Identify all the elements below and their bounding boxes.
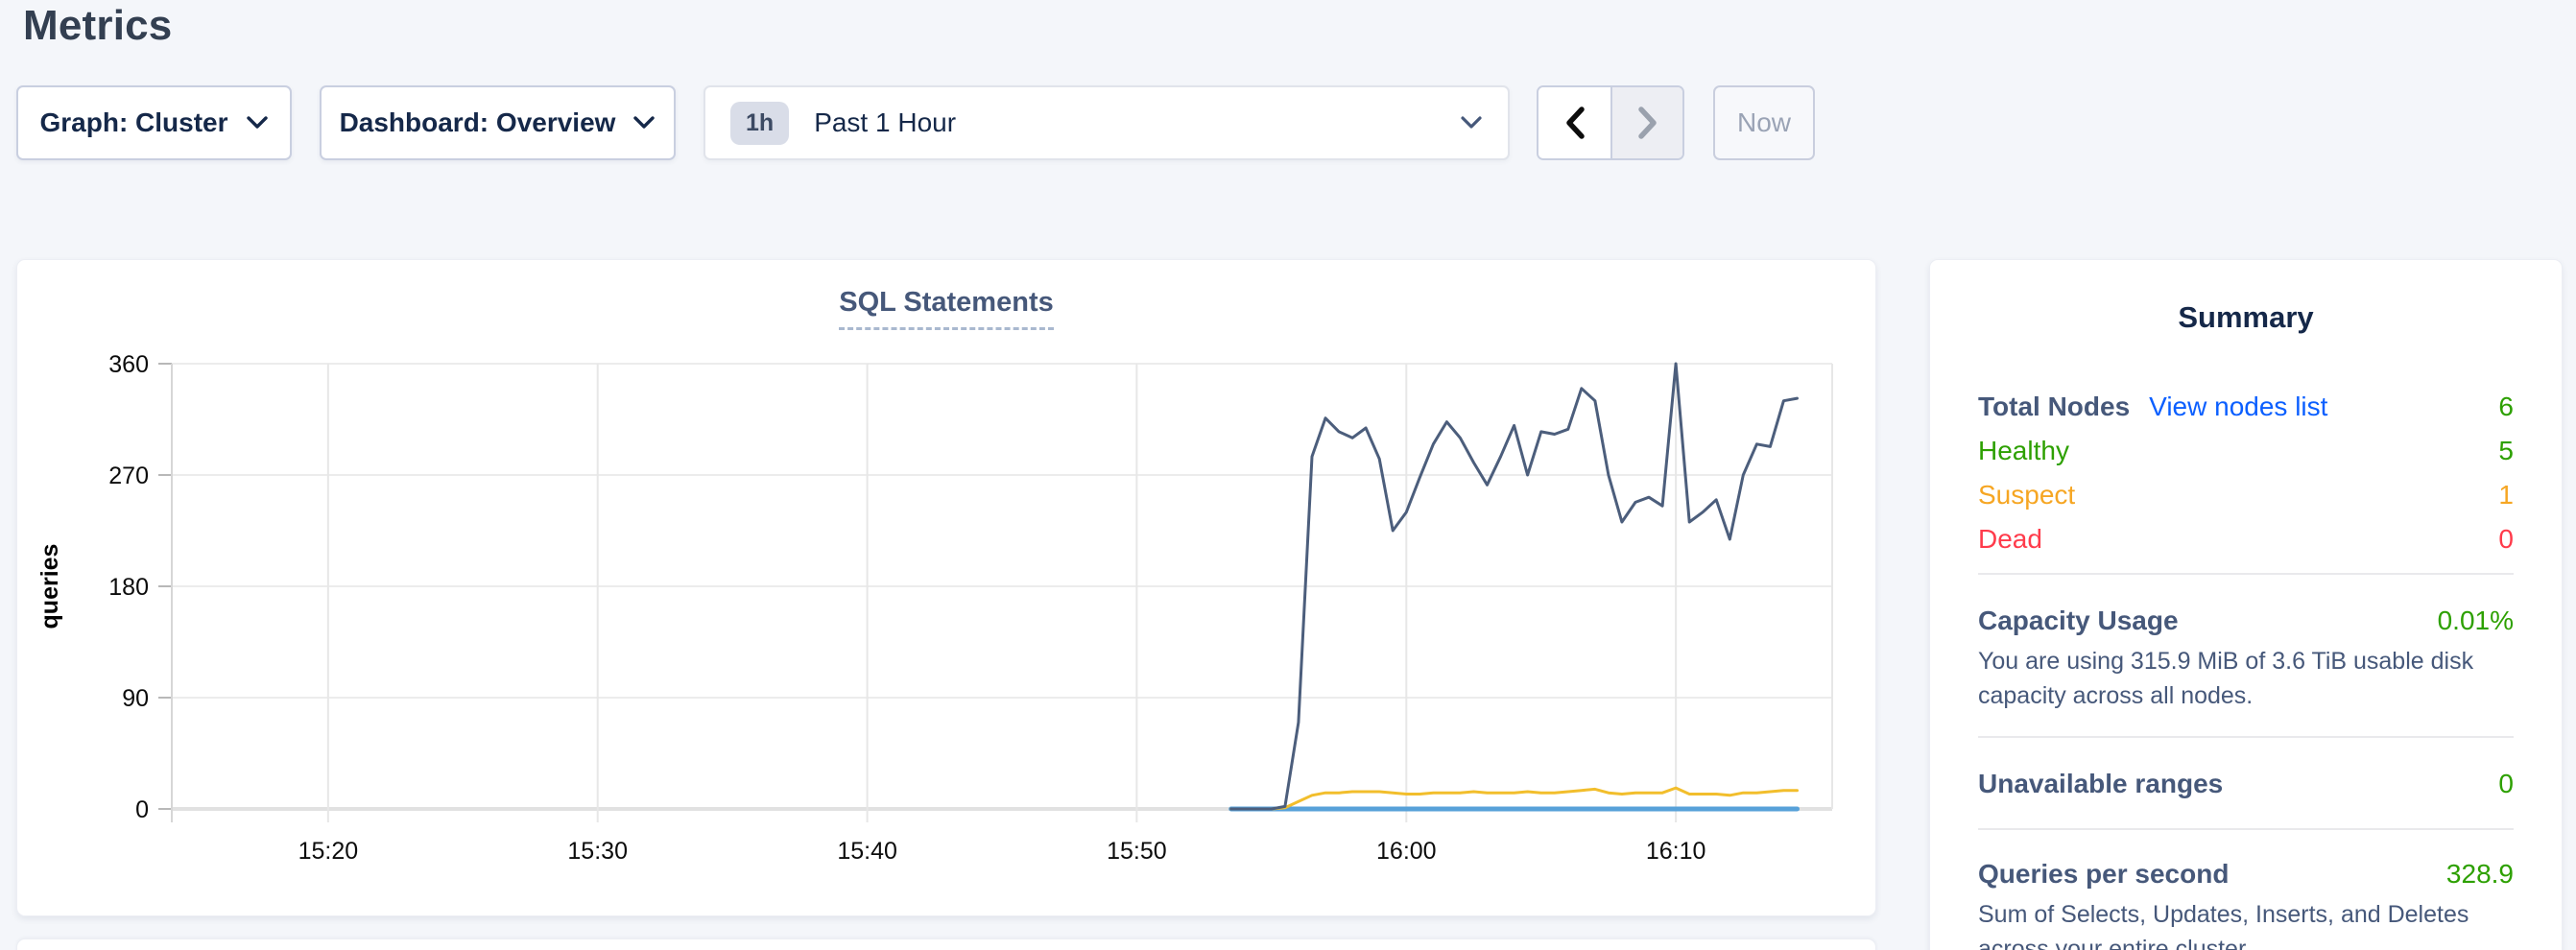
total-nodes-value: 6 [2498,392,2514,421]
summary-divider [1978,828,2514,830]
x-tick-label: 15:20 [298,838,359,865]
sql-statements-card: SQL Statements 0 90 180 270 360 15:20 15:30 15:… [16,259,1876,916]
summary-panel: Summary Total Nodes View nodes list 6 He… [1929,259,2563,950]
dead-nodes-value: 0 [2498,524,2514,554]
dashboard-dropdown-label: Dashboard: Overview [339,107,616,137]
suspect-nodes-label: Suspect [1978,480,2076,510]
y-axis-label: queries [36,544,63,629]
series-yellow [1229,786,1799,811]
summary-divider [1978,736,2514,738]
queries-per-second-row: Queries per second 328.9 [1978,855,2514,893]
capacity-usage-value: 0.01% [2437,606,2514,635]
chevron-down-icon [633,116,656,129]
x-tick-label: 15:50 [1107,838,1167,865]
queries-per-second-value: 328.9 [2445,859,2514,889]
capacity-usage-description: You are using 315.9 MiB of 3.6 TiB usabl… [1978,648,2474,709]
summary-title: Summary [2178,300,2314,334]
chevron-down-icon [1461,116,1482,129]
suspect-nodes-value: 1 [2498,480,2514,510]
time-range-picker[interactable]: 1h Past 1 Hour [704,85,1510,160]
healthy-nodes-value: 5 [2498,436,2514,465]
healthy-nodes-label: Healthy [1978,436,2069,465]
time-range-label: Past 1 Hour [814,107,957,137]
chart-title[interactable]: SQL Statements [839,287,1054,330]
time-range-badge: 1h [730,101,790,145]
dashboard-dropdown[interactable]: Dashboard: Overview [320,85,676,160]
queries-per-second-label: Queries per second [1978,859,2230,889]
view-nodes-list-link[interactable]: View nodes list [2149,392,2328,421]
unavailable-ranges-row: Unavailable ranges 0 [1978,765,2514,803]
healthy-nodes-row: Healthy 5 [1978,429,2514,473]
total-nodes-row: Total Nodes View nodes list 6 [1978,385,2514,429]
graph-dropdown-label: Graph: Cluster [39,107,228,137]
capacity-usage-label: Capacity Usage [1978,606,2179,635]
y-tick-label: 90 [122,685,149,712]
summary-divider [1978,573,2514,575]
x-tick-label: 15:40 [837,838,897,865]
queries-per-second-description: Sum of Selects, Updates, Inserts, and De… [1978,901,2469,950]
chevron-down-icon [246,116,268,129]
y-tick-label: 0 [135,796,149,823]
unavailable-ranges-value: 0 [2498,769,2514,798]
series-navy [1229,362,1799,811]
dead-nodes-row: Dead 0 [1978,517,2514,561]
chevron-right-icon [1637,107,1657,139]
sql-statements-chart: 0 90 180 270 360 15:20 15:30 15:40 15:50 16:00 16:… [36,351,1833,865]
next-chart-card [16,938,1876,950]
page-title: Metrics [23,2,173,49]
x-tick-label: 16:10 [1646,838,1706,865]
unavailable-ranges-label: Unavailable ranges [1978,769,2224,798]
y-tick-label: 180 [108,574,149,601]
chevron-left-icon [1565,107,1585,139]
y-tick-label: 270 [108,463,149,489]
total-nodes-label: Total Nodes [1978,392,2131,421]
suspect-nodes-row: Suspect 1 [1978,473,2514,517]
chart-title-wrap: SQL Statements [17,287,1875,330]
now-button[interactable]: Now [1713,85,1815,160]
time-nav-group [1537,85,1684,160]
graph-dropdown[interactable]: Graph: Cluster [16,85,292,160]
toolbar: Graph: Cluster Dashboard: Overview 1h Pa… [0,85,2576,160]
capacity-usage-row: Capacity Usage 0.01% [1978,602,2514,640]
x-tick-label: 15:30 [567,838,628,865]
y-tick-label: 360 [108,351,149,378]
x-tick-label: 16:00 [1376,838,1437,865]
prev-time-button[interactable] [1538,87,1610,158]
dead-nodes-label: Dead [1978,524,2042,554]
next-time-button[interactable] [1610,87,1682,158]
